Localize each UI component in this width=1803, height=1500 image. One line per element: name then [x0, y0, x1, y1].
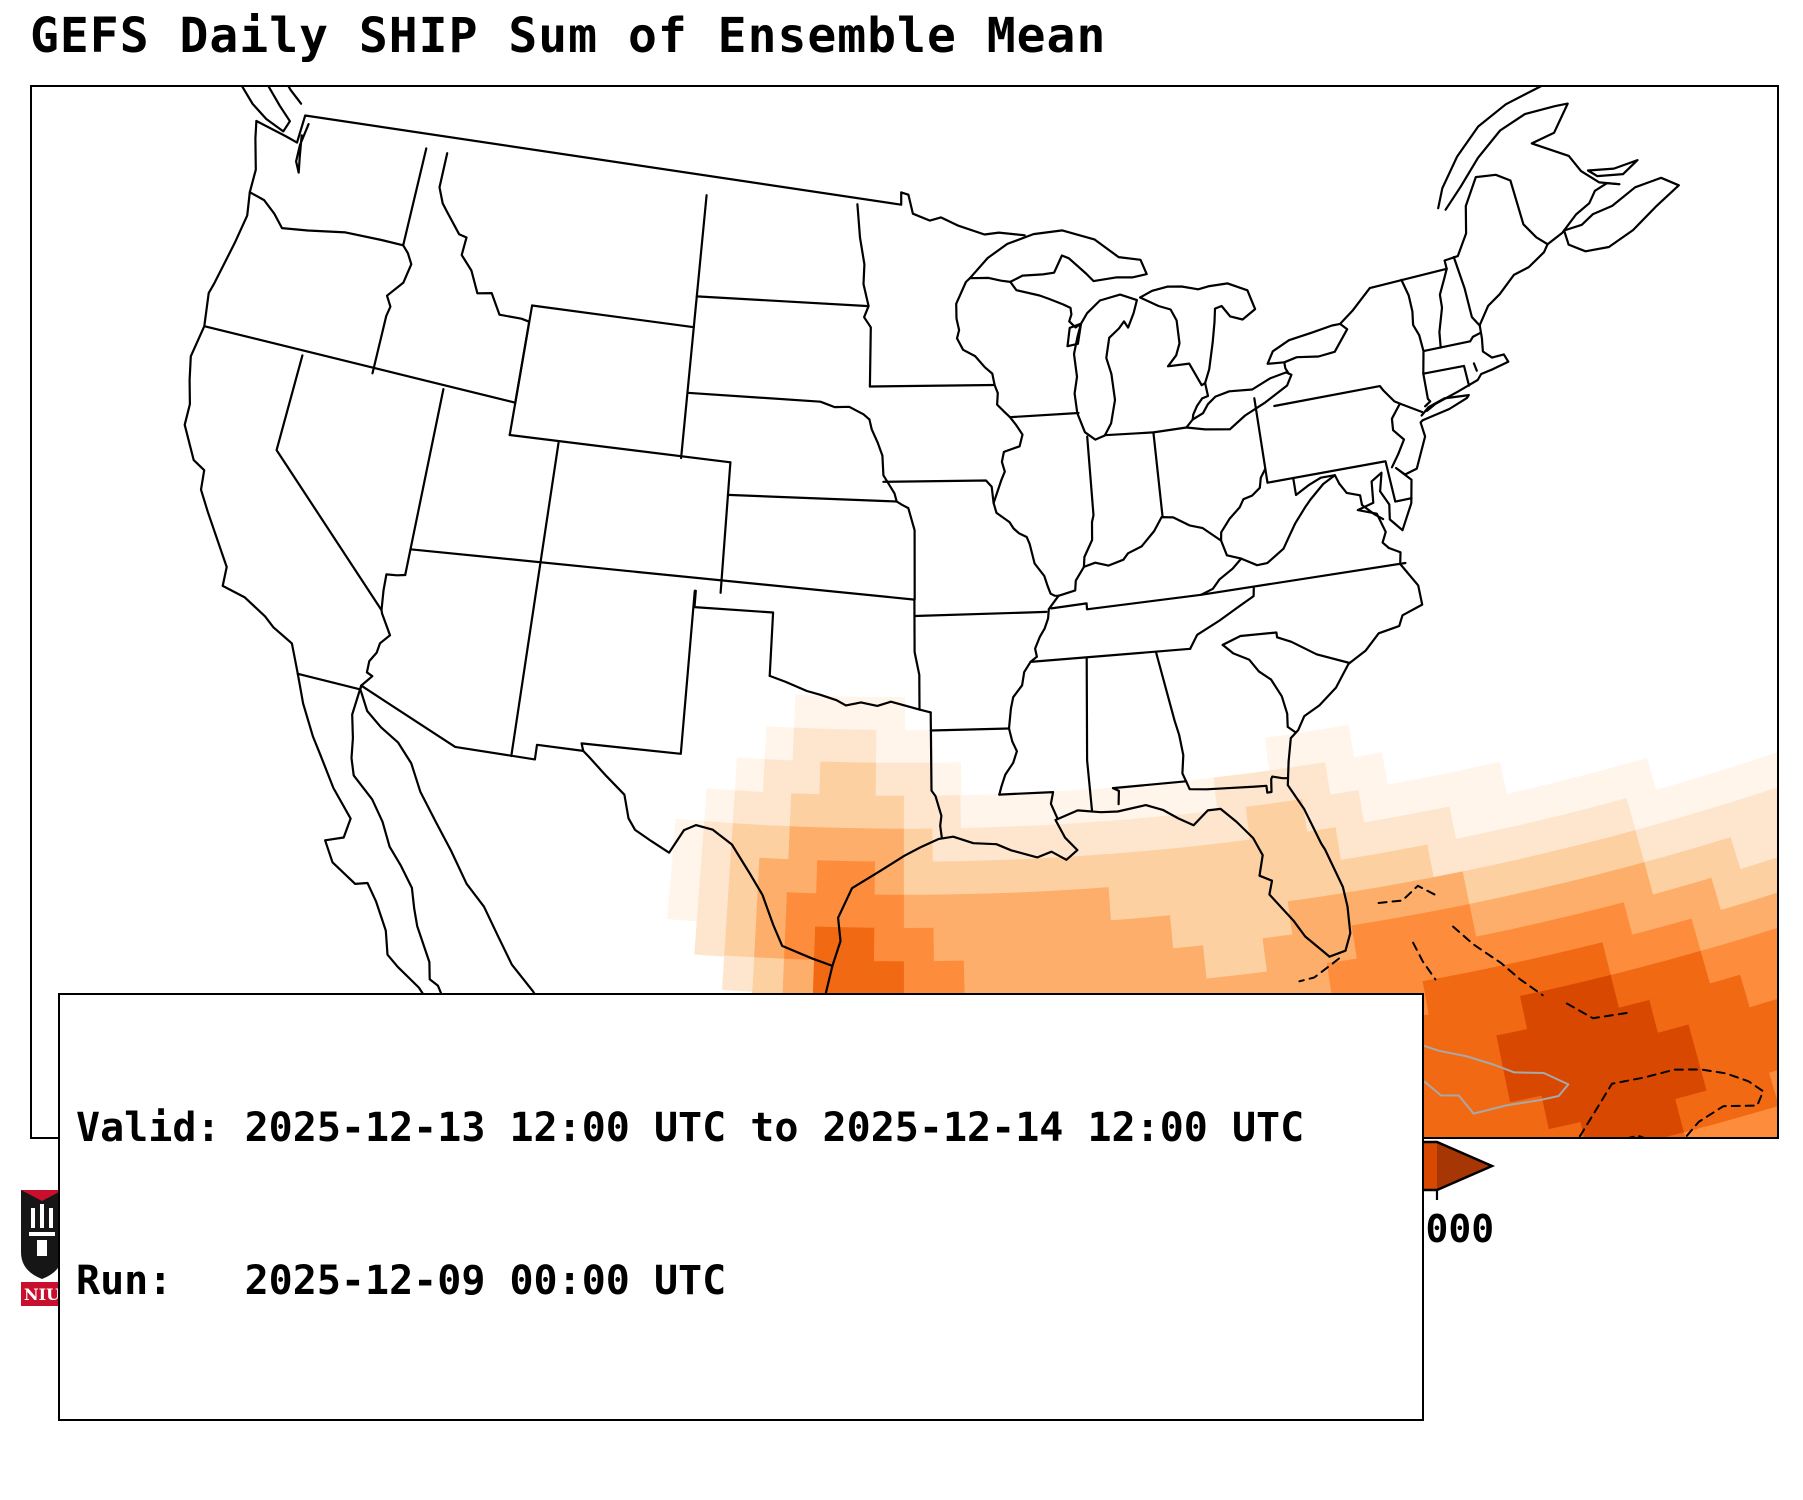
map-area: Valid: 2025-12-13 12:00 UTC to 2025-12-1… — [30, 85, 1779, 1421]
run-time-text: Run: 2025-12-09 00:00 UTC — [76, 1258, 727, 1304]
figure-title: GEFS Daily SHIP Sum of Ensemble Mean — [30, 8, 1107, 64]
niu-logo: NIU — [21, 1190, 63, 1306]
logo-banner — [21, 1282, 63, 1306]
logo-castle-icon — [29, 1204, 55, 1256]
valid-time-text: Valid: 2025-12-13 12:00 UTC to 2025-12-1… — [76, 1105, 1305, 1151]
conus-map — [183, 87, 1777, 1137]
valid-run-info-box: Valid: 2025-12-13 12:00 UTC to 2025-12-1… — [58, 993, 1424, 1421]
logo-chevron — [21, 1190, 63, 1201]
logo-text: NIU — [24, 1285, 60, 1304]
